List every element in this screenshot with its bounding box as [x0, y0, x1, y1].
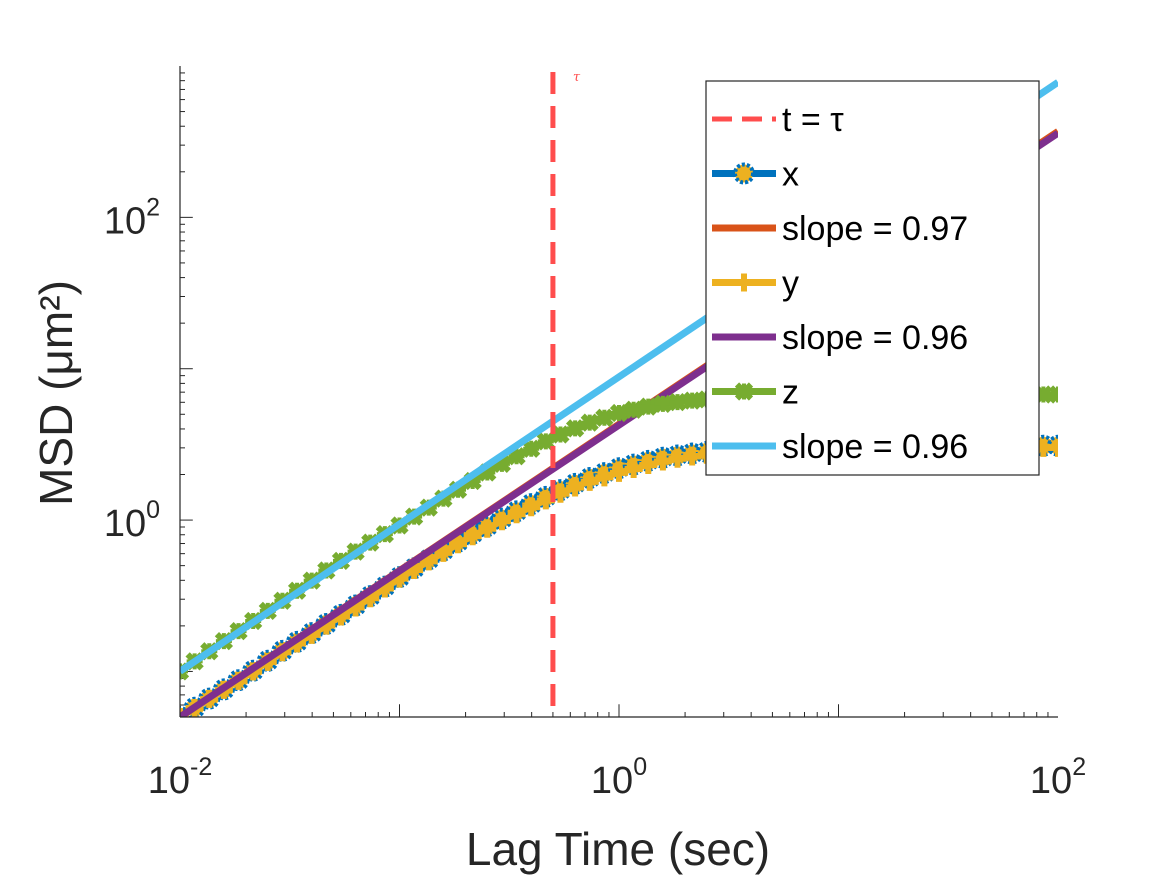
legend-label: x	[782, 156, 799, 194]
x-axis-title: Lag Time (sec)	[466, 823, 770, 875]
legend-entry: z	[712, 374, 799, 412]
x-tick-label: 100	[591, 753, 647, 802]
legend-entry: y	[712, 265, 799, 303]
legend-entry: t = τ	[712, 101, 844, 139]
series-marker	[507, 505, 526, 524]
series-marker	[624, 459, 643, 478]
series-marker	[566, 478, 585, 497]
series-marker-b	[611, 404, 627, 421]
series-marker	[492, 512, 511, 531]
series-marker	[595, 468, 614, 487]
series-marker-b	[654, 395, 671, 412]
series-marker-b	[567, 420, 584, 437]
legend-label: slope = 0.96	[782, 428, 968, 466]
plot-axes	[179, 66, 1058, 718]
series-marker	[478, 519, 497, 538]
series-marker	[434, 543, 453, 562]
series-marker-b	[581, 414, 598, 431]
legend-marker-b	[736, 383, 752, 400]
series-marker-b	[625, 401, 642, 418]
series-marker	[463, 527, 482, 546]
legend-entry: x	[712, 156, 799, 194]
series-marker	[1048, 385, 1058, 404]
series-marker-b	[537, 433, 554, 450]
axis-ticks	[179, 72, 1049, 718]
legend: t = τ x slope = 0.97 y slope = 0.96 z slope = …	[705, 80, 1040, 476]
y-axis-title: MSD (μm²)	[30, 280, 82, 506]
tick-labels: 10-2 100 102 100 102	[104, 193, 1086, 802]
x-tick-label: 10-2	[148, 753, 213, 802]
y-tick-label: 102	[104, 193, 160, 242]
series-marker-b	[640, 398, 657, 415]
series-marker-b	[596, 409, 613, 426]
series-marker	[580, 472, 599, 491]
legend-label: y	[782, 265, 799, 303]
series-marker-b	[1050, 386, 1058, 403]
legend-marker	[733, 162, 755, 185]
legend-entry: slope = 0.97	[712, 210, 968, 248]
series-marker	[522, 498, 541, 517]
series-marker	[449, 535, 468, 554]
series-marker-b	[523, 440, 540, 457]
legend-label: slope = 0.97	[782, 210, 968, 248]
legend-entry: slope = 0.96	[712, 319, 968, 357]
series-marker-b	[669, 394, 686, 411]
series-marker	[610, 463, 628, 482]
series-marker-b	[684, 392, 701, 409]
x-tick-label: 102	[1030, 753, 1086, 802]
series-marker	[639, 456, 658, 475]
y-tick-label: 100	[104, 496, 160, 545]
series-marker-b	[508, 448, 525, 465]
legend-label: slope = 0.96	[782, 319, 968, 357]
legend-box	[705, 80, 1040, 476]
legend-entry: slope = 0.96	[712, 428, 968, 466]
legend-marker	[735, 273, 753, 292]
legend-label: t = τ	[782, 101, 844, 139]
legend-label: z	[782, 374, 799, 412]
tau-annotation: τ	[573, 70, 581, 85]
tau-reference-line: τ	[550, 70, 581, 717]
series-marker-b	[552, 426, 569, 443]
series-marker	[1049, 438, 1058, 457]
